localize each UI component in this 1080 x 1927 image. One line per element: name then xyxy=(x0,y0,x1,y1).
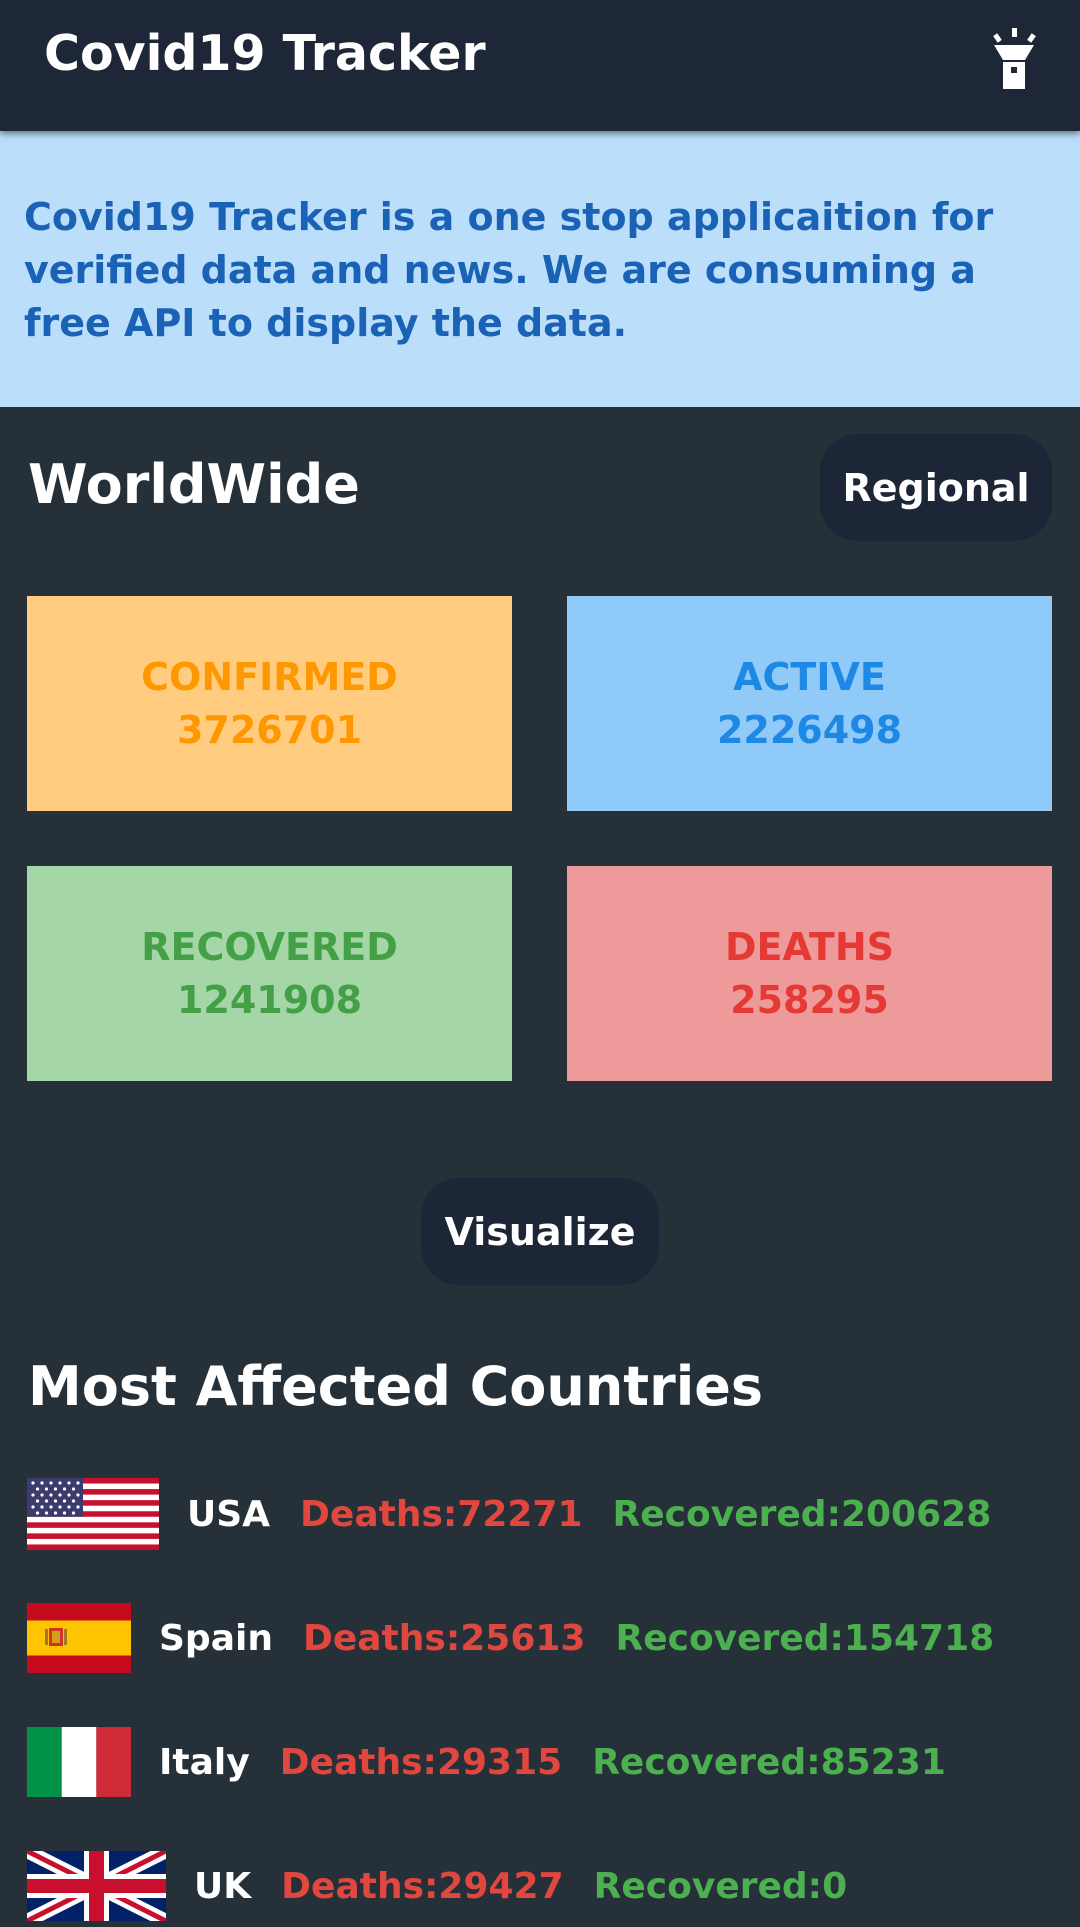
country-row-italy[interactable]: Italy Deaths:29315 Recovered:85231 xyxy=(27,1726,946,1798)
country-name: UK xyxy=(194,1865,252,1907)
country-name: Italy xyxy=(159,1741,250,1783)
worldwide-title: WorldWide xyxy=(28,453,360,516)
confirmed-value: 3726701 xyxy=(176,707,363,752)
country-row-spain[interactable]: Spain Deaths:25613 Recovered:154718 xyxy=(27,1602,994,1674)
most-affected-title: Most Affected Countries xyxy=(28,1355,763,1418)
country-recovered: Recovered:85231 xyxy=(592,1741,946,1783)
active-label: ACTIVE xyxy=(733,654,886,699)
deaths-label: DEATHS xyxy=(724,924,895,969)
spain-flag-icon xyxy=(27,1603,131,1673)
country-recovered: Recovered:0 xyxy=(593,1865,848,1907)
country-row-uk[interactable]: UK Deaths:29427 Recovered:0 xyxy=(27,1850,847,1922)
usa-flag-icon xyxy=(27,1478,159,1550)
country-deaths: Deaths:29427 xyxy=(281,1865,564,1907)
active-value: 2226498 xyxy=(716,707,903,752)
app-bar: Covid19 Tracker xyxy=(0,0,1080,131)
country-row-usa[interactable]: USA Deaths:72271 Recovered:200628 xyxy=(27,1478,991,1550)
uk-flag-icon xyxy=(27,1851,166,1921)
deaths-card: DEATHS 258295 xyxy=(567,866,1052,1081)
app-title: Covid19 Tracker xyxy=(44,25,486,82)
recovered-label: RECOVERED xyxy=(141,924,398,969)
recovered-value: 1241908 xyxy=(176,977,363,1022)
confirmed-label: CONFIRMED xyxy=(141,654,398,699)
confirmed-card: CONFIRMED 3726701 xyxy=(27,596,512,811)
country-recovered: Recovered:154718 xyxy=(615,1617,995,1659)
country-name: USA xyxy=(187,1493,271,1535)
flashlight-button[interactable] xyxy=(978,22,1050,94)
country-name: Spain xyxy=(159,1617,273,1659)
italy-flag-icon xyxy=(27,1727,131,1797)
flashlight-icon xyxy=(993,28,1036,89)
info-banner: Covid19 Tracker is a one stop applicaiti… xyxy=(0,131,1080,407)
info-banner-text: Covid19 Tracker is a one stop applicaiti… xyxy=(24,195,994,345)
country-deaths: Deaths:25613 xyxy=(302,1617,586,1659)
regional-button[interactable]: Regional xyxy=(820,434,1052,541)
visualize-button[interactable]: Visualize xyxy=(421,1178,659,1285)
country-deaths: Deaths:29315 xyxy=(279,1741,563,1783)
active-card: ACTIVE 2226498 xyxy=(567,596,1052,811)
country-deaths: Deaths:72271 xyxy=(300,1493,583,1535)
deaths-value: 258295 xyxy=(730,977,889,1022)
recovered-card: RECOVERED 1241908 xyxy=(27,866,512,1081)
country-recovered: Recovered:200628 xyxy=(612,1493,992,1535)
